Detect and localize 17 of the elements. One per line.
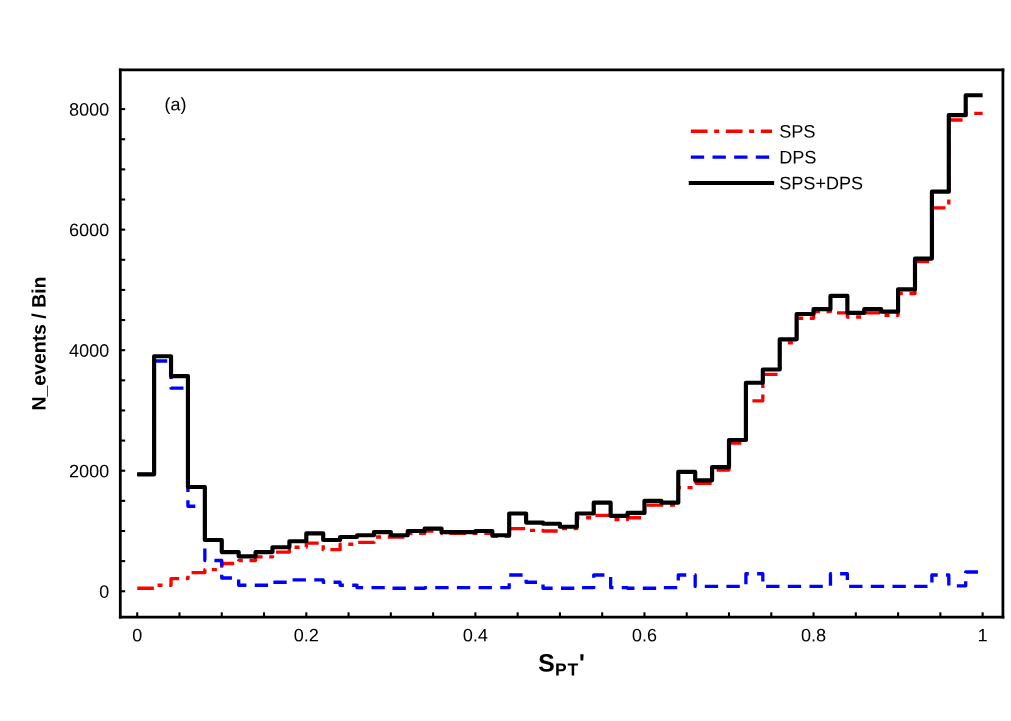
x-tick-label: 0.8 xyxy=(801,628,826,642)
x-tick-label: 1 xyxy=(978,628,987,642)
y-axis-title: N_events / Bin xyxy=(31,277,48,410)
legend-label: DPS xyxy=(780,150,816,164)
legend-label: SPS+DPS xyxy=(780,176,863,190)
x-axis-title: S$_{PT}$' xyxy=(538,654,584,676)
y-tick-label: 2000 xyxy=(69,464,109,478)
x-tick-label: 0.6 xyxy=(632,628,657,642)
annotation: (a) xyxy=(165,97,186,115)
y-tick-label: 4000 xyxy=(69,344,109,357)
x-tick-label: 0.4 xyxy=(463,628,488,642)
y-tick-label: 0 xyxy=(99,585,109,598)
x-tick-label: 0 xyxy=(132,628,142,642)
legend-label: SPS xyxy=(780,124,815,138)
y-tick-label: 6000 xyxy=(69,223,109,237)
y-tick-label: 8000 xyxy=(69,103,109,116)
x-tick-label: 0.2 xyxy=(294,628,318,642)
